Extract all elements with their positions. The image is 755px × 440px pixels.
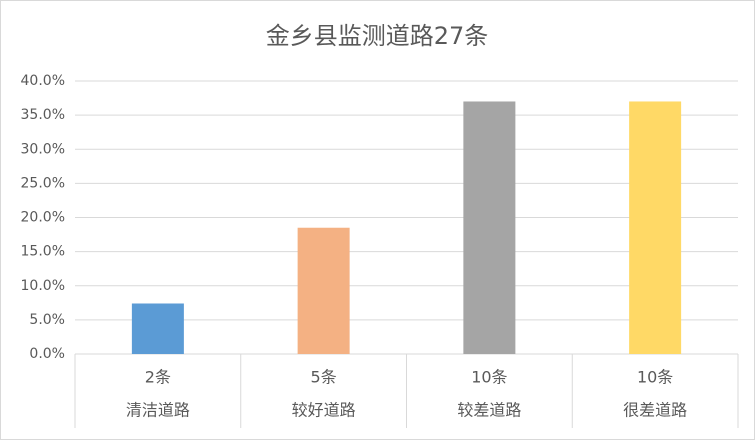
chart-title: 金乡县监测道路27条 [266, 22, 489, 50]
y-tick-label: 20.0% [21, 210, 65, 226]
bar [297, 227, 350, 354]
y-tick-label: 5.0% [29, 312, 65, 328]
y-tick-label: 30.0% [21, 141, 65, 157]
x-tick-label: 清洁道路 [126, 401, 190, 420]
bar [629, 101, 682, 354]
x-count-label: 10条 [637, 368, 673, 387]
y-tick-label: 0.0% [29, 346, 65, 362]
x-tick-label: 较好道路 [292, 401, 356, 420]
bar [131, 303, 184, 354]
y-tick-label: 10.0% [21, 278, 65, 294]
x-count-label: 5条 [311, 368, 337, 387]
y-tick-label: 35.0% [21, 107, 65, 123]
x-count-label: 2条 [145, 368, 171, 387]
y-tick-label: 25.0% [21, 175, 65, 191]
bar [463, 101, 516, 354]
y-tick-label: 40.0% [21, 73, 65, 89]
y-tick-label: 15.0% [21, 244, 65, 260]
x-tick-label: 很差道路 [623, 401, 687, 420]
x-tick-label: 较差道路 [457, 401, 521, 420]
x-count-label: 10条 [471, 368, 507, 387]
